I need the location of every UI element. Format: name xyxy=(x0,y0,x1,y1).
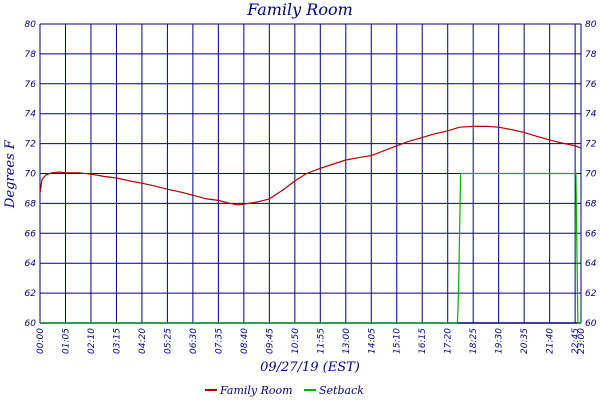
x-tick-label: 07:35 xyxy=(214,328,224,354)
y-tick-label-right: 76 xyxy=(585,80,597,90)
y-tick-label-left: 68 xyxy=(25,199,37,209)
y-tick-label-right: 70 xyxy=(585,170,597,180)
y-tick-label-left: 62 xyxy=(25,289,37,299)
y-tick-label-right: 78 xyxy=(585,50,597,60)
grid-lines xyxy=(39,23,582,324)
x-tick-label: 00:00 xyxy=(36,328,46,354)
legend: Family Room Setback xyxy=(205,384,364,397)
y-tick-label-left: 70 xyxy=(25,170,37,180)
series-line-setback xyxy=(40,172,581,324)
y-tick-label-right: 72 xyxy=(585,140,597,150)
x-tick-label: 23:00 xyxy=(577,328,587,354)
x-tick-label: 02:10 xyxy=(87,328,97,354)
legend-label-setback: Setback xyxy=(319,384,364,397)
x-tick-label: 14:05 xyxy=(367,328,377,354)
series-line-family-room xyxy=(39,125,582,206)
x-tick-label: 21:40 xyxy=(546,328,556,354)
series-lines xyxy=(39,125,582,324)
x-tick-label: 15:10 xyxy=(393,328,403,354)
x-tick-label: 06:30 xyxy=(189,328,199,354)
y-tick-label-right: 68 xyxy=(585,199,597,209)
y-tick-label-left: 78 xyxy=(25,50,37,60)
x-tick-label: 05:25 xyxy=(163,328,173,354)
y-tick-label-left: 66 xyxy=(25,229,37,239)
y-tick-label-right: 80 xyxy=(585,20,597,30)
y-tick-label-right: 62 xyxy=(585,289,597,299)
x-tick-label: 22:45 xyxy=(571,328,581,354)
x-tick-label: 01:05 xyxy=(61,328,71,354)
x-tick-label: 18:25 xyxy=(469,328,479,354)
x-tick-label: 09:45 xyxy=(265,328,275,354)
y-axis-label: Degrees F xyxy=(3,139,18,209)
x-axis-label: 09/27/19 (EST) xyxy=(260,360,360,375)
y-tick-label-right: 60 xyxy=(585,319,597,329)
y-tick-label-left: 72 xyxy=(25,140,37,150)
y-tick-label-left: 64 xyxy=(25,259,37,269)
x-tick-label: 11:55 xyxy=(316,328,326,354)
y-tick-label-right: 74 xyxy=(585,110,597,120)
x-tick-label: 04:20 xyxy=(138,328,148,354)
y-tick-label-left: 60 xyxy=(25,319,37,329)
y-tick-label-left: 74 xyxy=(25,110,37,120)
legend-label-family-room: Family Room xyxy=(219,384,293,397)
chart-title: Family Room xyxy=(246,0,353,19)
x-tick-label: 20:35 xyxy=(520,328,530,354)
y-tick-labels: 60 60 62 62 64 64 66 66 68 68 70 70 72 72 74 74 76 76 78 78… xyxy=(25,20,597,329)
x-tick-label: 17:20 xyxy=(444,328,454,354)
x-tick-label: 19:30 xyxy=(495,328,505,354)
x-tick-label: 08:40 xyxy=(240,328,250,354)
x-tick-label: 03:15 xyxy=(112,328,122,354)
x-tick-label: 16:15 xyxy=(418,328,428,354)
x-tick-label: 13:00 xyxy=(342,328,352,354)
y-tick-label-left: 76 xyxy=(25,80,37,90)
x-tick-labels: 00:00 01:05 02:10 03:15 04:20 05:25 06:30 07:35… xyxy=(36,328,587,354)
x-tick-label: 10:50 xyxy=(291,328,301,354)
y-tick-label-right: 64 xyxy=(585,259,597,269)
y-tick-label-left: 80 xyxy=(25,20,37,30)
y-tick-label-right: 66 xyxy=(585,229,597,239)
